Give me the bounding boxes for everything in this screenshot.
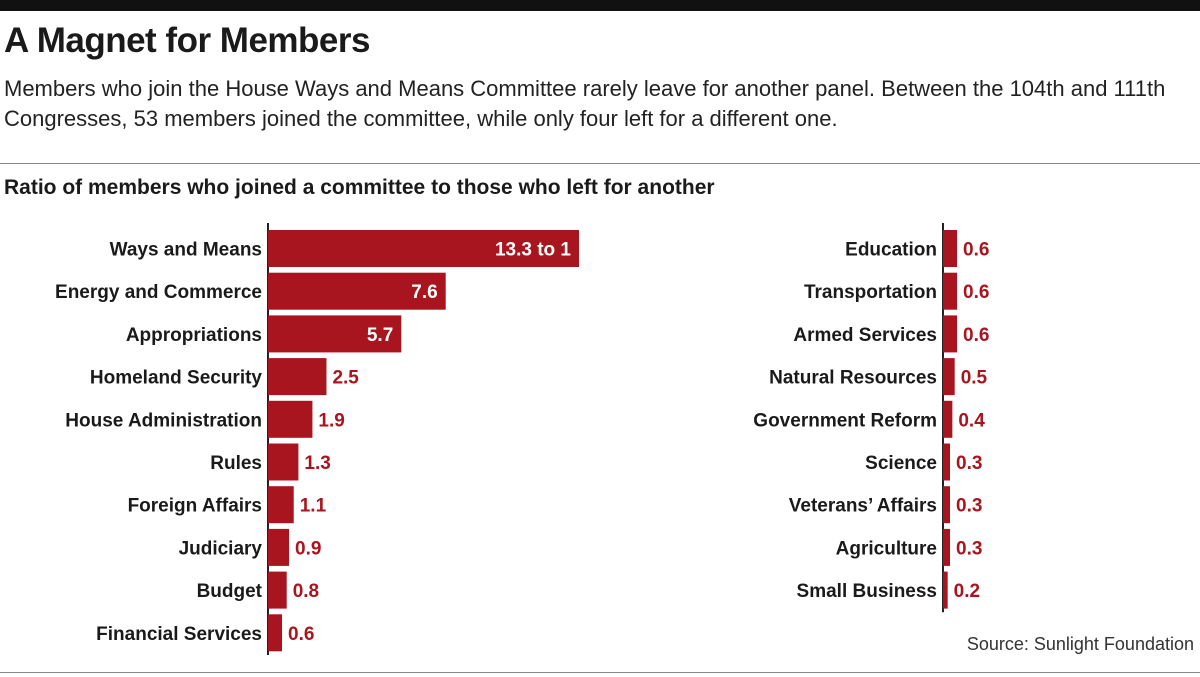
category-label: House Administration	[65, 410, 262, 431]
bar	[268, 528, 290, 566]
value-label: 0.8	[293, 581, 319, 602]
value-label: 1.1	[300, 496, 327, 517]
value-label: 0.6	[963, 282, 989, 303]
bar	[943, 443, 951, 481]
category-label: Government Reform	[753, 410, 937, 431]
page-subtitle: Members who join the House Ways and Mean…	[4, 76, 1166, 131]
value-label: 1.9	[318, 410, 344, 431]
bar	[268, 614, 283, 652]
value-label: 7.6	[411, 282, 437, 303]
bar	[268, 358, 327, 396]
category-label: Budget	[197, 581, 263, 602]
bar	[268, 400, 313, 438]
value-label: 0.6	[963, 240, 989, 261]
value-label: 0.3	[956, 453, 982, 474]
value-label: 2.5	[332, 368, 359, 389]
category-label: Homeland Security	[90, 368, 263, 389]
bar	[268, 571, 287, 609]
bar	[268, 443, 299, 481]
bar	[943, 358, 955, 396]
category-label: Education	[845, 240, 937, 261]
bar	[943, 272, 958, 310]
category-label: Energy and Commerce	[55, 282, 262, 303]
category-label: Financial Services	[96, 624, 262, 645]
bar	[943, 528, 951, 566]
value-label: 1.3	[304, 453, 330, 474]
value-label: 0.3	[956, 496, 982, 517]
category-label: Judiciary	[179, 538, 263, 559]
value-label: 0.5	[961, 368, 988, 389]
category-label: Foreign Affairs	[128, 496, 262, 517]
bar	[268, 272, 446, 310]
category-label: Agriculture	[836, 538, 937, 559]
bar	[268, 315, 402, 353]
category-label: Science	[865, 453, 937, 474]
bar	[943, 486, 951, 524]
category-label: Ways and Means	[110, 240, 262, 261]
bar	[943, 315, 958, 353]
chart-title: Ratio of members who joined a committee …	[4, 176, 715, 199]
bar-chart: Ways and Means 13.3 to 1 Energy and Commer…	[55, 223, 989, 655]
value-label: 0.2	[954, 581, 980, 602]
bar	[943, 571, 948, 609]
category-label: Transportation	[804, 282, 937, 303]
value-label: 0.3	[956, 538, 982, 559]
category-label: Natural Resources	[769, 368, 937, 389]
category-label: Small Business	[797, 581, 937, 602]
category-label: Appropriations	[126, 325, 262, 346]
bar	[943, 230, 958, 267]
category-label: Armed Services	[793, 325, 937, 346]
bar	[268, 230, 579, 267]
divider	[0, 163, 1200, 164]
bar	[268, 486, 294, 524]
value-label: 0.4	[958, 410, 985, 431]
value-label: 0.6	[288, 624, 314, 645]
value-label: 13.3 to 1	[495, 240, 571, 261]
category-label: Rules	[210, 453, 262, 474]
value-label: 0.6	[963, 325, 989, 346]
value-label: 0.9	[295, 538, 321, 559]
value-label: 5.7	[367, 325, 393, 346]
bottom-rule	[0, 672, 1200, 673]
category-label: Veterans’ Affairs	[789, 496, 937, 517]
page-title: A Magnet for Members	[4, 21, 370, 60]
bar	[943, 400, 953, 438]
top-rule	[0, 0, 1200, 11]
source-note: Source: Sunlight Foundation	[966, 634, 1194, 654]
